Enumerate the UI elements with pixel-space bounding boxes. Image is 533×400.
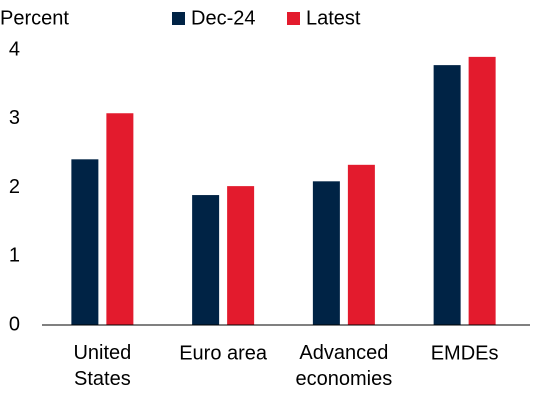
legend-label: Dec-24 [191,7,255,29]
y-tick-label: 0 [9,313,20,335]
x-tick-label: United States [73,342,131,390]
bar [347,164,375,325]
y-tick-label: 2 [9,176,20,198]
bar [433,65,461,325]
bar [71,159,99,325]
bar [312,181,340,325]
y-tick-label: 1 [9,245,20,267]
x-tick-label: EMDEs [431,342,499,364]
y-tick-label: 4 [9,38,20,60]
x-tick-label: Euro area [179,342,268,364]
legend-swatch [287,12,300,25]
bar [192,195,220,325]
bar [468,56,496,325]
bar [106,113,134,325]
legend-swatch [172,12,185,25]
y-tick-label: 3 [9,107,20,129]
legend-label: Latest [306,7,361,29]
y-axis-label: Percent [0,7,69,29]
x-tick-label: Advanced economies [296,342,393,390]
bar [227,186,255,325]
